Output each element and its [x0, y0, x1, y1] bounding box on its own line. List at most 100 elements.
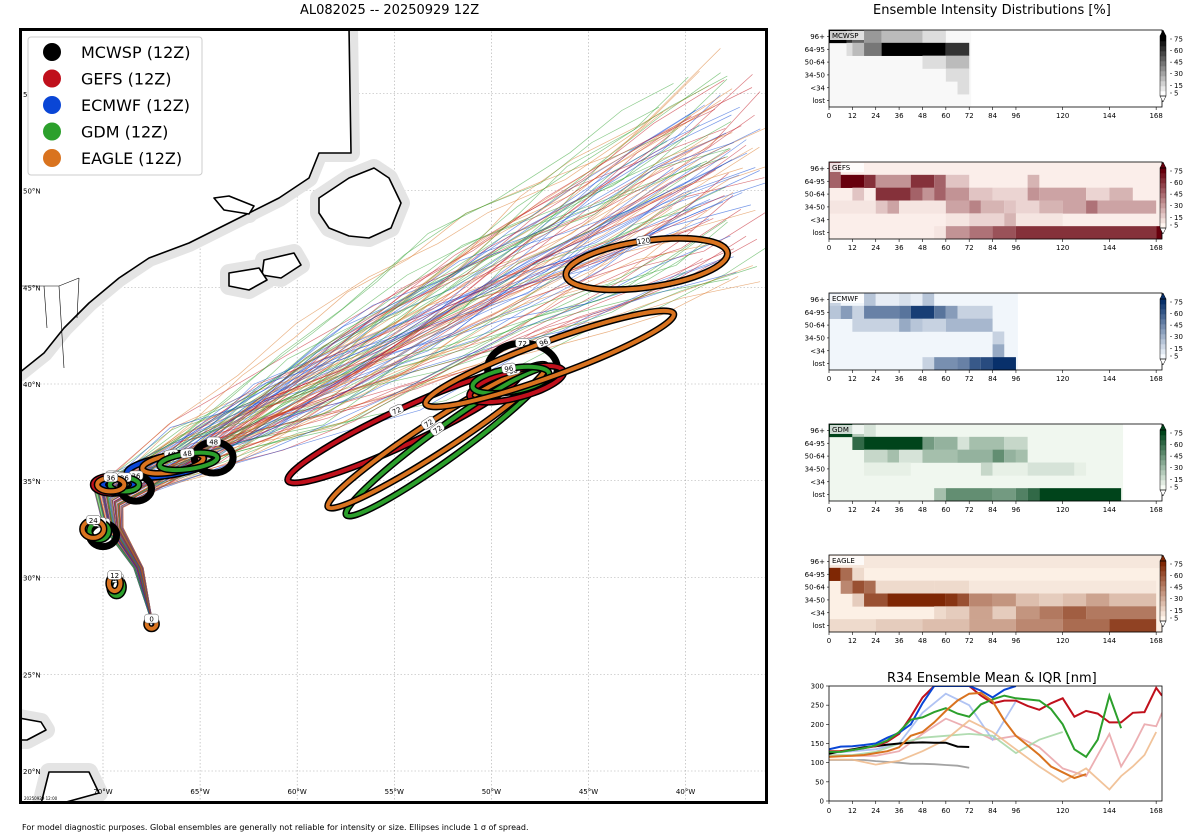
colorbar-step	[1160, 440, 1166, 446]
x-tick-label: 36	[895, 375, 904, 383]
heatmap-cell	[840, 305, 853, 319]
r34-y-tick-label: 100	[811, 759, 824, 767]
colorbar-step	[1160, 329, 1166, 335]
heatmap-cell	[969, 436, 1005, 450]
colorbar-tick-label: 30	[1174, 333, 1183, 341]
heatmap-cell	[969, 593, 993, 607]
lat-tick-label: 35°N	[23, 478, 41, 486]
heatmap-cell	[922, 449, 958, 463]
hour-label: 72	[423, 418, 435, 430]
footnote: For model diagnostic purposes. Global en…	[22, 823, 529, 832]
colorbar-tick-label: 45	[1174, 322, 1183, 330]
colorbar-step	[1160, 81, 1166, 87]
heatmap-cell	[1062, 593, 1087, 607]
r34-x-tick-label: 36	[895, 807, 904, 815]
heatmap-cell	[910, 187, 923, 201]
heatmap-cell	[1097, 200, 1157, 214]
colorbar-tick-label: 60	[1174, 572, 1183, 580]
x-tick-label: 60	[941, 506, 950, 514]
heatmap-cell	[852, 580, 865, 594]
colorbar-step	[1160, 46, 1166, 52]
heatmap-cell	[1074, 462, 1087, 476]
heatmap-cell	[1015, 488, 1028, 502]
r34-y-tick-label: 150	[811, 740, 824, 748]
hour-label: 72	[518, 340, 527, 348]
x-tick-label: 48	[918, 112, 927, 120]
heatmap-cell	[840, 567, 853, 581]
hour-label-bg	[206, 436, 221, 447]
heatmap-cell	[1027, 187, 1040, 201]
colorbar-step	[1160, 41, 1166, 47]
x-tick-label: 84	[988, 244, 997, 252]
colorbar-labels-mcwsp: 515 30 45 60 75	[1170, 36, 1183, 98]
legend-marker-mcwsp	[43, 43, 61, 61]
heatmap-cell	[957, 449, 993, 463]
r34-x-tick-label: 0	[827, 807, 831, 815]
heatmap-cell	[969, 226, 993, 240]
category-label: 34-50	[805, 203, 825, 211]
heatmap-cell	[922, 357, 935, 371]
r34-title: R34 Ensemble Mean & IQR [nm]	[887, 671, 1097, 686]
x-tick-label: 24	[871, 506, 880, 514]
panel-name: EAGLE	[832, 557, 855, 565]
coastline	[22, 717, 47, 741]
x-tick-label: 48	[918, 637, 927, 645]
heatmap-cell	[1015, 619, 1063, 633]
heatmap-cell	[1015, 449, 1028, 463]
heatmap-cell	[992, 187, 1028, 201]
heatmap-cell	[957, 81, 970, 95]
x-tick-label: 120	[1056, 637, 1069, 645]
colorbar-step	[1160, 61, 1166, 67]
colorbar-frame	[1159, 429, 1167, 491]
category-label: lost	[812, 229, 825, 237]
heatmap-cell	[829, 619, 876, 633]
category-label: lost	[812, 97, 825, 105]
colorbar-step	[1160, 445, 1166, 451]
ensemble-track	[109, 114, 732, 628]
x-tick-label: 24	[871, 375, 880, 383]
coastline	[40, 771, 100, 801]
colorbar-step	[1160, 349, 1166, 355]
r34-line-gdm-mean	[829, 692, 1123, 759]
colorbar-step	[1160, 76, 1166, 82]
lat-tick-label: 40°N	[23, 381, 41, 389]
colorbar-step	[1160, 455, 1166, 461]
category-label: <34	[810, 478, 825, 486]
ellipse-eagle-12: 12	[105, 570, 124, 595]
category-label: 50-64	[805, 59, 826, 67]
colorbar-step	[1160, 591, 1166, 597]
colorbar-step	[1160, 460, 1166, 466]
colorbar-frame	[1159, 298, 1167, 360]
colorbar-tick-label: 5	[1174, 90, 1178, 98]
panel-name: MCWSP	[832, 32, 859, 40]
category-label: 96+	[810, 165, 825, 173]
x-tick-label: 120	[1056, 506, 1069, 514]
heatmap-cell	[992, 331, 1005, 345]
colorbar-step	[1160, 470, 1166, 476]
heatmap-cell	[969, 606, 993, 620]
x-tick-label: 12	[848, 244, 857, 252]
colorbar-tick-label: 45	[1174, 584, 1183, 592]
colorbar-step	[1160, 203, 1166, 209]
category-label: 96+	[810, 558, 825, 566]
r34-x-tick-label: 96	[1011, 807, 1020, 815]
x-tick-label: 72	[965, 637, 974, 645]
heatmap-cell	[864, 436, 923, 450]
heatmap-cell	[969, 187, 993, 201]
heatmap-cell	[1039, 593, 1063, 607]
r34-line-gefs-mean	[829, 686, 1162, 753]
lat-tick-label: 50°N	[23, 188, 41, 196]
heatmap-cell	[1039, 187, 1087, 201]
category-label: lost	[812, 360, 825, 368]
colorbar-tick-label: 75	[1174, 561, 1183, 569]
colorbar-step	[1160, 91, 1166, 97]
heatmap-cell	[1015, 593, 1040, 607]
x-tick-label: 168	[1149, 375, 1162, 383]
x-tick-label: 60	[941, 637, 950, 645]
colorbar-step	[1160, 561, 1166, 567]
heatmap-cell	[992, 344, 1005, 358]
lat-tick-label: 30°N	[23, 575, 41, 583]
heatmap-cell	[864, 580, 876, 594]
heatmap-cell	[864, 593, 888, 607]
